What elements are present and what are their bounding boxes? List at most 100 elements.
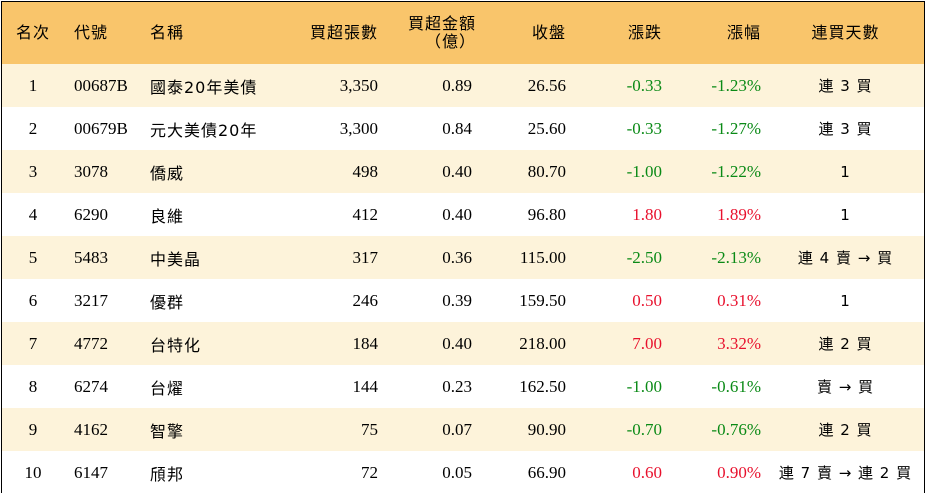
cell-close: 218.00 (519, 333, 566, 353)
table-row: 8 6274 台燿 144 0.23 162.50 -1.00 -0.61% 賣 → 買 (2, 365, 924, 408)
cell-code: 6274 (74, 376, 108, 396)
cell-change: 0.50 (632, 290, 662, 310)
cell-volume: 75 (361, 419, 378, 439)
cell-change: 7.00 (632, 333, 662, 353)
cell-change: -0.70 (626, 419, 662, 439)
cell-change: -0.33 (626, 75, 662, 95)
cell-close: 80.70 (527, 161, 566, 181)
cell-amount: 0.39 (442, 290, 472, 310)
cell-pct: 3.32% (717, 333, 761, 353)
cell-volume: 498 (352, 161, 379, 181)
cell-change: -1.00 (626, 376, 662, 396)
cell-close: 25.60 (527, 118, 566, 138)
cell-rank: 9 (28, 419, 38, 439)
cell-streak: 連 3 買 (818, 120, 873, 138)
cell-streak: 賣 → 買 (816, 378, 875, 396)
cell-volume: 144 (352, 376, 379, 396)
cell-streak: 連 2 買 (818, 335, 873, 353)
cell-volume: 184 (352, 333, 379, 353)
cell-close: 96.80 (527, 204, 566, 224)
cell-pct: 0.90% (717, 462, 761, 482)
cell-streak: 1 (840, 291, 851, 310)
cell-amount: 0.23 (442, 376, 472, 396)
cell-rank: 5 (28, 247, 38, 267)
cell-close: 90.90 (527, 419, 566, 439)
table-body: 1 00687B 國泰20年美債 3,350 0.89 26.56 -0.33 -1.23% 連… (2, 64, 924, 494)
cell-name: 國泰20年美債 (150, 77, 258, 97)
cell-amount: 0.40 (442, 161, 472, 181)
cell-name: 良維 (150, 206, 185, 226)
cell-streak: 1 (840, 162, 851, 181)
cell-code: 4772 (74, 333, 108, 353)
header-row: 名次 代號 名稱 買超張數 買超金額 （億） 收盤 漲跌 漲幅 連買天數 (2, 2, 924, 64)
cell-amount: 0.40 (442, 204, 472, 224)
cell-code: 4162 (74, 419, 108, 439)
cell-name: 元大美債20年 (150, 120, 258, 140)
cell-amount: 0.36 (442, 247, 472, 267)
cell-pct: -0.61% (711, 376, 761, 396)
table-row: 5 5483 中美晶 317 0.36 115.00 -2.50 -2.13% 連 4 賣 → … (2, 236, 924, 279)
table-row: 7 4772 台特化 184 0.40 218.00 7.00 3.32% 連 2 買 (2, 322, 924, 365)
cell-name: 優群 (150, 292, 185, 312)
cell-rank: 4 (28, 204, 38, 224)
table-row: 10 6147 頎邦 72 0.05 66.90 0.60 0.90% 連 7 賣 → 連 2 … (2, 451, 924, 494)
cell-rank: 6 (28, 290, 38, 310)
cell-volume: 412 (352, 204, 379, 224)
cell-name: 台特化 (150, 335, 202, 355)
cell-name: 僑威 (150, 163, 185, 183)
cell-streak: 連 4 賣 → 買 (797, 249, 894, 267)
header-amount-line1: 買超金額 (407, 14, 476, 33)
cell-streak: 1 (840, 205, 851, 224)
cell-code: 6290 (74, 204, 108, 224)
cell-close: 26.56 (527, 75, 566, 95)
header-close: 收盤 (531, 23, 566, 42)
cell-rank: 1 (28, 75, 38, 95)
cell-code: 3078 (74, 161, 108, 181)
cell-volume: 317 (352, 247, 379, 267)
cell-code: 5483 (74, 247, 108, 267)
table-row: 6 3217 優群 246 0.39 159.50 0.50 0.31% 1 (2, 279, 924, 322)
cell-change: -1.00 (626, 161, 662, 181)
cell-streak: 連 7 賣 → 連 2 買 (778, 464, 913, 482)
cell-volume: 3,350 (339, 75, 378, 95)
header-rank: 名次 (15, 23, 50, 42)
cell-rank: 2 (28, 118, 38, 138)
cell-volume: 246 (352, 290, 379, 310)
table-row: 4 6290 良維 412 0.40 96.80 1.80 1.89% 1 (2, 193, 924, 236)
cell-streak: 連 3 買 (818, 77, 873, 95)
table-header: 名次 代號 名稱 買超張數 買超金額 （億） 收盤 漲跌 漲幅 連買天數 (2, 2, 924, 64)
cell-amount: 0.40 (442, 333, 472, 353)
cell-code: 00687B (74, 75, 128, 95)
cell-name: 智擎 (150, 421, 185, 441)
header-code: 代號 (74, 23, 109, 42)
header-name: 名稱 (150, 23, 185, 42)
cell-pct: -1.22% (711, 161, 761, 181)
cell-pct: 1.89% (717, 204, 761, 224)
cell-amount: 0.89 (442, 75, 472, 95)
cell-close: 162.50 (519, 376, 566, 396)
cell-pct: -0.76% (711, 419, 761, 439)
cell-pct: -1.27% (711, 118, 761, 138)
header-amount: 買超金額 （億） (388, 2, 486, 64)
cell-close: 66.90 (527, 462, 566, 482)
header-amount-line2: （億） (424, 32, 476, 51)
cell-name: 台燿 (150, 378, 185, 398)
cell-rank: 3 (28, 161, 38, 181)
cell-close: 159.50 (519, 290, 566, 310)
cell-pct: -2.13% (711, 247, 761, 267)
cell-rank: 8 (28, 376, 38, 396)
table-row: 9 4162 智擎 75 0.07 90.90 -0.70 -0.76% 連 2 買 (2, 408, 924, 451)
cell-change: -2.50 (626, 247, 662, 267)
cell-volume: 3,300 (339, 118, 378, 138)
cell-change: -0.33 (626, 118, 662, 138)
cell-pct: -1.23% (711, 75, 761, 95)
cell-amount: 0.05 (442, 462, 472, 482)
header-change: 漲跌 (627, 23, 662, 42)
cell-change: 0.60 (632, 462, 662, 482)
cell-name: 頎邦 (150, 464, 185, 484)
cell-code: 6147 (74, 462, 108, 482)
table-row: 3 3078 僑威 498 0.40 80.70 -1.00 -1.22% 1 (2, 150, 924, 193)
cell-code: 00679B (74, 118, 128, 138)
table-row: 2 00679B 元大美債20年 3,300 0.84 25.60 -0.33 -1.27% 連… (2, 107, 924, 150)
cell-code: 3217 (74, 290, 108, 310)
